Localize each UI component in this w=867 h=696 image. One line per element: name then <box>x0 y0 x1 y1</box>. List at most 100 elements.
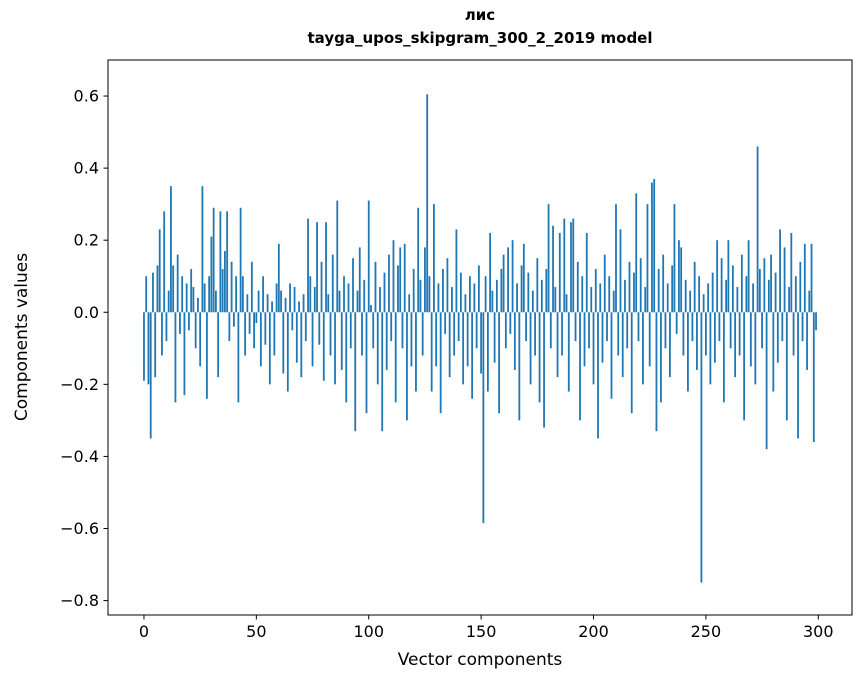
bar <box>583 312 586 367</box>
bar <box>235 276 238 313</box>
bar <box>621 312 624 378</box>
bar <box>518 312 521 421</box>
bar <box>372 312 375 349</box>
bar <box>734 312 737 378</box>
bar <box>284 297 287 313</box>
bar <box>462 312 465 385</box>
bar <box>239 207 242 313</box>
bar <box>250 261 253 313</box>
bar <box>774 272 777 313</box>
bar <box>154 312 157 378</box>
bar <box>408 294 411 313</box>
bar <box>561 312 563 356</box>
bar <box>731 265 734 313</box>
bar <box>736 287 739 313</box>
bar <box>363 279 366 313</box>
bar <box>381 312 384 432</box>
bar <box>639 258 642 313</box>
bar <box>354 312 357 432</box>
x-tick-label: 100 <box>353 622 384 641</box>
x-tick-label: 200 <box>578 622 609 641</box>
bar <box>495 279 498 313</box>
bar <box>255 312 258 324</box>
bar <box>745 276 748 313</box>
bar <box>176 254 179 313</box>
bar <box>468 276 471 313</box>
bar <box>275 283 278 313</box>
bar <box>608 276 611 313</box>
bar <box>493 312 496 363</box>
bar <box>347 283 350 313</box>
bar <box>248 312 251 334</box>
bar <box>716 240 719 313</box>
bar <box>552 225 554 313</box>
bar <box>651 182 653 313</box>
bar <box>635 193 638 313</box>
bar <box>406 312 408 421</box>
bar <box>383 272 386 313</box>
bar <box>711 272 714 313</box>
bar <box>379 287 381 313</box>
bar <box>206 312 208 399</box>
bar <box>390 312 393 342</box>
bar <box>666 283 669 313</box>
bar <box>592 312 595 385</box>
bar <box>334 312 336 385</box>
bar <box>161 312 163 356</box>
x-tick-label: 300 <box>803 622 834 641</box>
bar <box>610 312 613 399</box>
bar <box>689 290 692 313</box>
bar <box>174 312 177 403</box>
bar <box>300 312 303 378</box>
bar <box>655 312 658 432</box>
bar <box>459 272 462 313</box>
bar <box>143 312 145 381</box>
bar <box>280 290 282 313</box>
bar <box>403 243 406 313</box>
bar <box>210 236 213 313</box>
bar <box>430 312 433 392</box>
bar <box>770 254 772 313</box>
bar <box>660 312 662 403</box>
bar <box>313 287 316 313</box>
bar <box>179 312 181 334</box>
bar <box>268 312 271 385</box>
bar <box>444 312 447 334</box>
bar <box>417 207 420 313</box>
x-tick-label: 250 <box>691 622 722 641</box>
x-axis-label: Vector components <box>397 650 563 670</box>
bar <box>221 269 224 313</box>
bar <box>538 312 541 403</box>
bar <box>763 258 766 313</box>
bar <box>729 312 732 349</box>
bar <box>648 312 651 367</box>
bar <box>628 261 631 313</box>
bar <box>691 312 694 342</box>
bar <box>327 294 330 313</box>
bar <box>698 276 701 313</box>
bar <box>567 312 570 392</box>
bar <box>502 254 505 313</box>
bar <box>792 312 795 356</box>
bar <box>183 312 186 396</box>
bar <box>700 312 703 583</box>
bar <box>718 312 721 342</box>
y-tick-label: −0.6 <box>60 519 99 538</box>
bar <box>673 204 676 313</box>
bar <box>356 290 359 313</box>
bar <box>657 269 660 313</box>
bar <box>554 287 557 313</box>
bar <box>435 312 438 367</box>
bar <box>392 240 395 313</box>
bar <box>149 312 152 439</box>
bar <box>349 312 352 349</box>
bar <box>801 312 804 342</box>
bar <box>529 312 532 385</box>
y-tick-label: −0.2 <box>60 375 99 394</box>
bar <box>709 312 712 385</box>
bar <box>165 312 168 342</box>
bar <box>367 200 370 313</box>
bar <box>451 287 453 313</box>
bar <box>810 243 813 313</box>
